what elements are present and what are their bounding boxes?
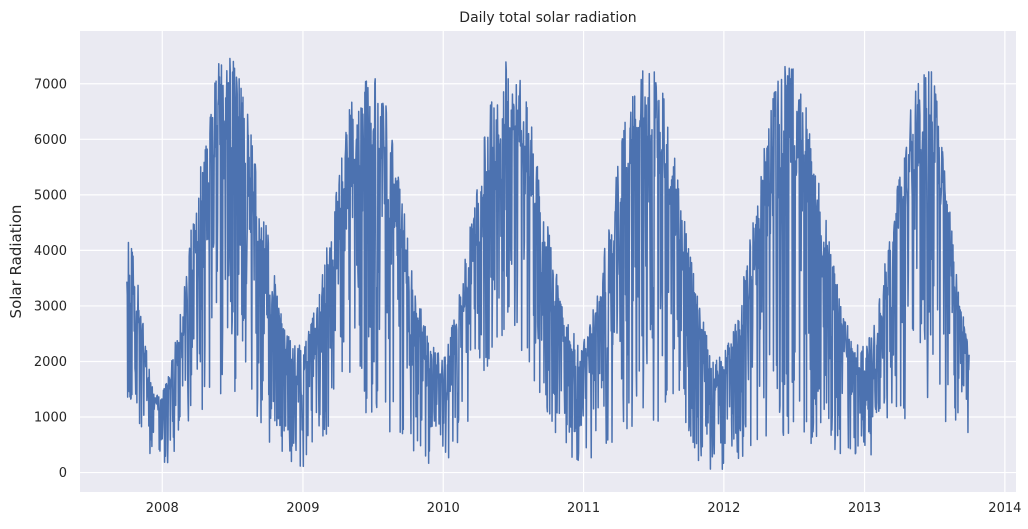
- y-axis-label: Solar Radiation: [7, 205, 25, 319]
- chart-title: Daily total solar radiation: [459, 10, 636, 26]
- y-tick-label: 2000: [34, 355, 67, 370]
- y-tick-label: 7000: [34, 77, 67, 92]
- series-line: [126, 57, 970, 471]
- y-tick-label: 5000: [34, 188, 67, 203]
- x-tick-label: 2013: [848, 501, 881, 516]
- x-tick-label: 2011: [567, 501, 600, 516]
- y-tick-label: 3000: [34, 299, 67, 314]
- x-tick-label: 2008: [146, 501, 179, 516]
- tick-labels: 2008 2009 2010 2011 2012 2013 2014 0 1000 2000 300…: [34, 77, 1021, 516]
- y-tick-label: 6000: [34, 133, 67, 148]
- series-layer: [126, 57, 970, 471]
- x-tick-label: 2014: [988, 501, 1021, 516]
- y-tick-label: 4000: [34, 244, 67, 259]
- y-tick-label: 0: [59, 466, 67, 481]
- x-tick-label: 2009: [286, 501, 319, 516]
- y-tick-label: 1000: [34, 411, 67, 426]
- x-tick-label: 2010: [427, 501, 460, 516]
- x-tick-label: 2012: [707, 501, 740, 516]
